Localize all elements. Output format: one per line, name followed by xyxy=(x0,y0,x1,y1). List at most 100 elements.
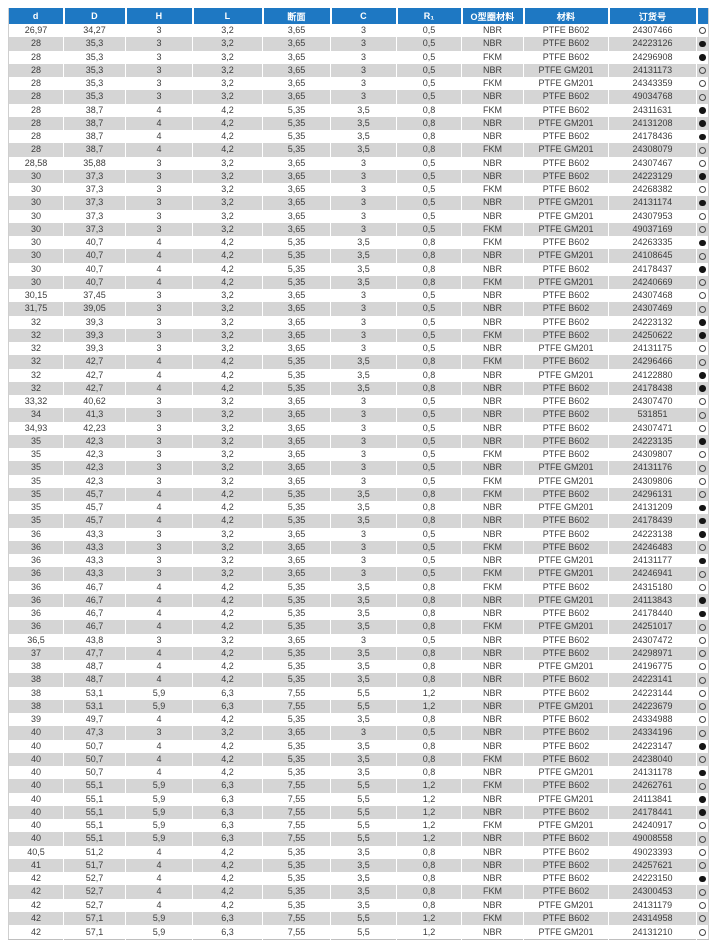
cell-availability xyxy=(696,24,709,38)
cell-H: 3 xyxy=(125,196,193,210)
table-row: 40 55,1 5,9 6,3 7,55 5,5 1,2 NBR PTFE B602 490085… xyxy=(8,832,709,846)
cell-L: 6,3 xyxy=(192,779,263,793)
cell-availability xyxy=(696,858,709,872)
cell-R1: 0,8 xyxy=(396,673,462,687)
cell-oring_material: NBR xyxy=(461,660,524,674)
cell-oring_material: NBR xyxy=(461,302,524,316)
cell-L: 6,3 xyxy=(192,911,263,925)
cell-material: PTFE B602 xyxy=(523,156,609,170)
cell-material: PTFE B602 xyxy=(523,527,609,541)
cell-oring_material: NBR xyxy=(461,726,524,740)
open-circle-icon xyxy=(699,915,706,922)
filled-circle-icon xyxy=(699,875,706,882)
cell-D: 37,3 xyxy=(63,222,126,236)
cell-material: PTFE GM201 xyxy=(523,342,609,356)
table-row: 40 55,1 5,9 6,3 7,55 5,5 1,2 NBR PTFE B602 241784… xyxy=(8,805,709,819)
table-row: 38 48,7 4 4,2 5,35 3,5 0,8 NBR PTFE B602 24223141 xyxy=(8,673,709,687)
cell-C: 3 xyxy=(330,328,397,342)
cell-D: 43,3 xyxy=(63,554,126,568)
cell-d: 32 xyxy=(30,329,41,340)
cell-R1: 0,5 xyxy=(396,474,462,488)
cell-d: 38 xyxy=(30,674,41,685)
open-circle-icon xyxy=(699,212,706,220)
column-header-H: H xyxy=(124,8,193,24)
cell-oring_material: FKM xyxy=(461,183,524,197)
cell-C: 5,5 xyxy=(330,779,397,793)
cell-H: 3 xyxy=(125,37,193,51)
cell-cross_section: 5,35 xyxy=(262,143,331,157)
table-row: 38 53,1 5,9 6,3 7,55 5,5 1,2 NBR PTFE B602 242231… xyxy=(8,686,709,700)
cell-C: 3,5 xyxy=(330,236,397,250)
cell-cross_section: 5,35 xyxy=(262,845,331,859)
cell-d: 41 xyxy=(30,859,41,870)
cell-D: 35,3 xyxy=(63,90,126,104)
cell-availability xyxy=(696,872,709,886)
open-circle-icon xyxy=(699,252,706,260)
cell-availability xyxy=(696,37,709,51)
cell-R1: 0,8 xyxy=(396,593,462,607)
cell-D: 40,7 xyxy=(63,249,126,263)
open-circle-icon xyxy=(699,411,706,419)
cell-D: 39,3 xyxy=(63,328,126,342)
cell-material: PTFE B602 xyxy=(523,514,609,528)
cell-R1: 0,5 xyxy=(396,196,462,210)
cell-order_no: 24251017 xyxy=(608,620,697,634)
cell-material: PTFE GM201 xyxy=(523,501,609,515)
cell-R1: 1,2 xyxy=(396,792,462,806)
cell-C: 3,5 xyxy=(330,249,397,263)
cell-cross_section: 3,65 xyxy=(262,196,331,210)
cell-oring_material: FKM xyxy=(461,752,524,766)
cell-availability xyxy=(696,911,709,925)
table-header: d D H L 断面 C R₁ O型圈材料 材料 订货号 xyxy=(8,8,709,24)
cell-material: PTFE B602 xyxy=(523,911,609,925)
cell-d: 36 xyxy=(30,621,41,632)
cell-L: 3,2 xyxy=(192,90,263,104)
table-row: 28 35,3 3 3,2 3,65 3 0,5 FKM PTFE B602 24296908 xyxy=(8,50,709,64)
table-row: 35 45,7 4 4,2 5,35 3,5 0,8 NBR PTFE B602 24178439 xyxy=(8,514,709,528)
cell-C: 3 xyxy=(330,448,397,462)
cell-H: 3 xyxy=(125,156,193,170)
cell-order_no: 24223144 xyxy=(608,686,697,700)
cell-D: 50,7 xyxy=(63,752,126,766)
cell-C: 3 xyxy=(330,342,397,356)
column-header-oring_material: O型圈材料 xyxy=(460,8,524,24)
cell-oring_material: FKM xyxy=(461,487,524,501)
cell-R1: 0,8 xyxy=(396,607,462,621)
cell-material: PTFE GM201 xyxy=(523,792,609,806)
cell-D: 47,3 xyxy=(63,726,126,740)
cell-D: 49,7 xyxy=(63,713,126,727)
cell-oring_material: NBR xyxy=(461,156,524,170)
cell-C: 5,5 xyxy=(330,792,397,806)
cell-L: 3,2 xyxy=(192,434,263,448)
open-circle-icon xyxy=(699,835,706,843)
cell-L: 3,2 xyxy=(192,567,263,581)
cell-D: 47,7 xyxy=(63,646,126,660)
cell-material: PTFE GM201 xyxy=(523,474,609,488)
filled-circle-icon xyxy=(699,266,706,273)
cell-cross_section: 7,55 xyxy=(262,792,331,806)
cell-d: 36 xyxy=(30,594,41,605)
cell-cross_section: 5,35 xyxy=(262,487,331,501)
cell-oring_material: NBR xyxy=(461,713,524,727)
table-row: 35 42,3 3 3,2 3,65 3 0,5 NBR PTFE B602 24223135 xyxy=(8,434,709,448)
cell-R1: 0,8 xyxy=(396,355,462,369)
cell-H: 4 xyxy=(125,143,193,157)
cell-cross_section: 5,35 xyxy=(262,236,331,250)
cell-cross_section: 5,35 xyxy=(262,514,331,528)
cell-D: 55,1 xyxy=(63,832,126,846)
cell-D: 50,7 xyxy=(63,766,126,780)
cell-d: 33,32 xyxy=(24,396,48,407)
cell-availability xyxy=(696,792,709,806)
cell-L: 3,2 xyxy=(192,726,263,740)
cell-order_no: 24307953 xyxy=(608,209,697,223)
cell-availability xyxy=(696,819,709,833)
cell-order_no: 24223150 xyxy=(608,872,697,886)
cell-L: 3,2 xyxy=(192,222,263,236)
cell-material: PTFE B602 xyxy=(523,885,609,899)
filled-circle-icon xyxy=(699,769,706,776)
cell-order_no: 24178440 xyxy=(608,607,697,621)
cell-oring_material: NBR xyxy=(461,699,524,713)
cell-R1: 0,8 xyxy=(396,580,462,594)
cell-R1: 0,5 xyxy=(396,289,462,303)
cell-D: 42,3 xyxy=(63,448,126,462)
